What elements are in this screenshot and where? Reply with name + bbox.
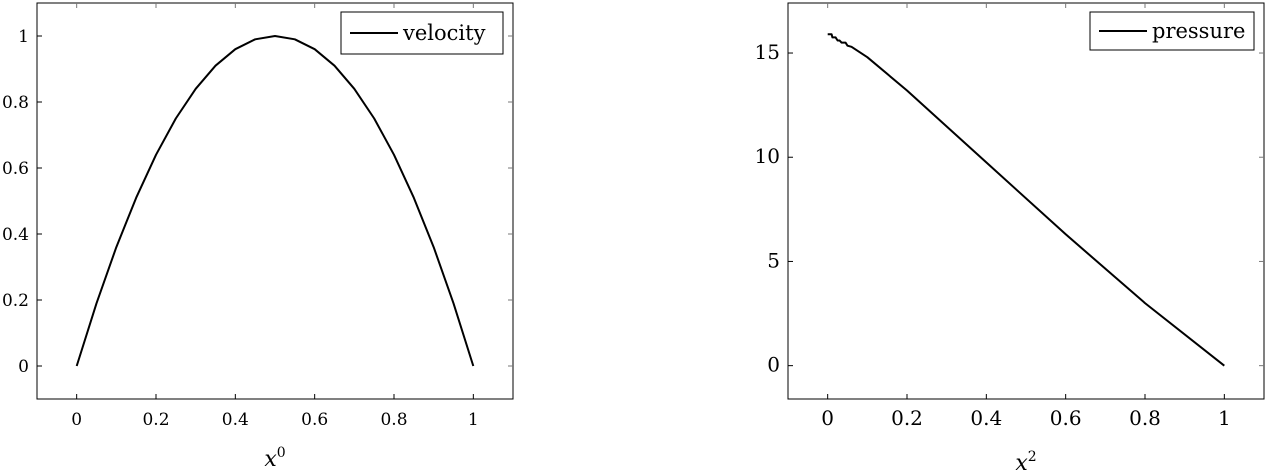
y-tick-label: 10 xyxy=(755,144,780,168)
velocity-series-line xyxy=(75,35,475,367)
plot-frame xyxy=(787,2,1265,400)
y-tick-label: 0 xyxy=(767,353,780,377)
y-tick-label: 5 xyxy=(767,248,780,272)
y-tick-label: 0 xyxy=(18,357,29,377)
x-tick-label: 0 xyxy=(71,410,82,430)
x-tick-label: 0.6 xyxy=(301,410,328,430)
x-tick-label: 0.8 xyxy=(380,410,407,430)
legend: pressure xyxy=(1089,11,1255,51)
y-tick-label: 0.4 xyxy=(2,225,29,245)
x-tick-label: 0.2 xyxy=(891,406,923,430)
legend-label: pressure xyxy=(1152,19,1245,43)
x-tick-label: 0.2 xyxy=(142,410,169,430)
x-tick-label: 0.4 xyxy=(222,410,249,430)
legend: velocity xyxy=(340,11,504,55)
x-axis-label: x0 xyxy=(264,445,285,472)
plot-frame xyxy=(36,2,514,400)
x-tick-label: 1 xyxy=(1218,406,1231,430)
y-tick-label: 1 xyxy=(18,27,29,47)
y-tick-label: 0.6 xyxy=(2,159,29,179)
y-tick-label: 0.2 xyxy=(2,291,29,311)
x-tick-label: 0.8 xyxy=(1129,406,1161,430)
y-tick-label: 0.8 xyxy=(2,93,29,113)
x-tick-label: 0.4 xyxy=(970,406,1002,430)
x-tick-label: 0.6 xyxy=(1050,406,1082,430)
x-tick-label: 1 xyxy=(468,410,479,430)
x-axis-label: x2 xyxy=(1015,449,1036,473)
x-tick-label: 0 xyxy=(821,406,834,430)
pressure-series-line xyxy=(827,33,1225,367)
velocity-chart: 0 0.2 0.4 0.6 0.8 1 0 0.2 0.4 0.6 0.8 1 velocity x0 xyxy=(2,2,514,472)
legend-label: velocity xyxy=(402,21,486,45)
y-tick-label: 15 xyxy=(755,40,780,64)
